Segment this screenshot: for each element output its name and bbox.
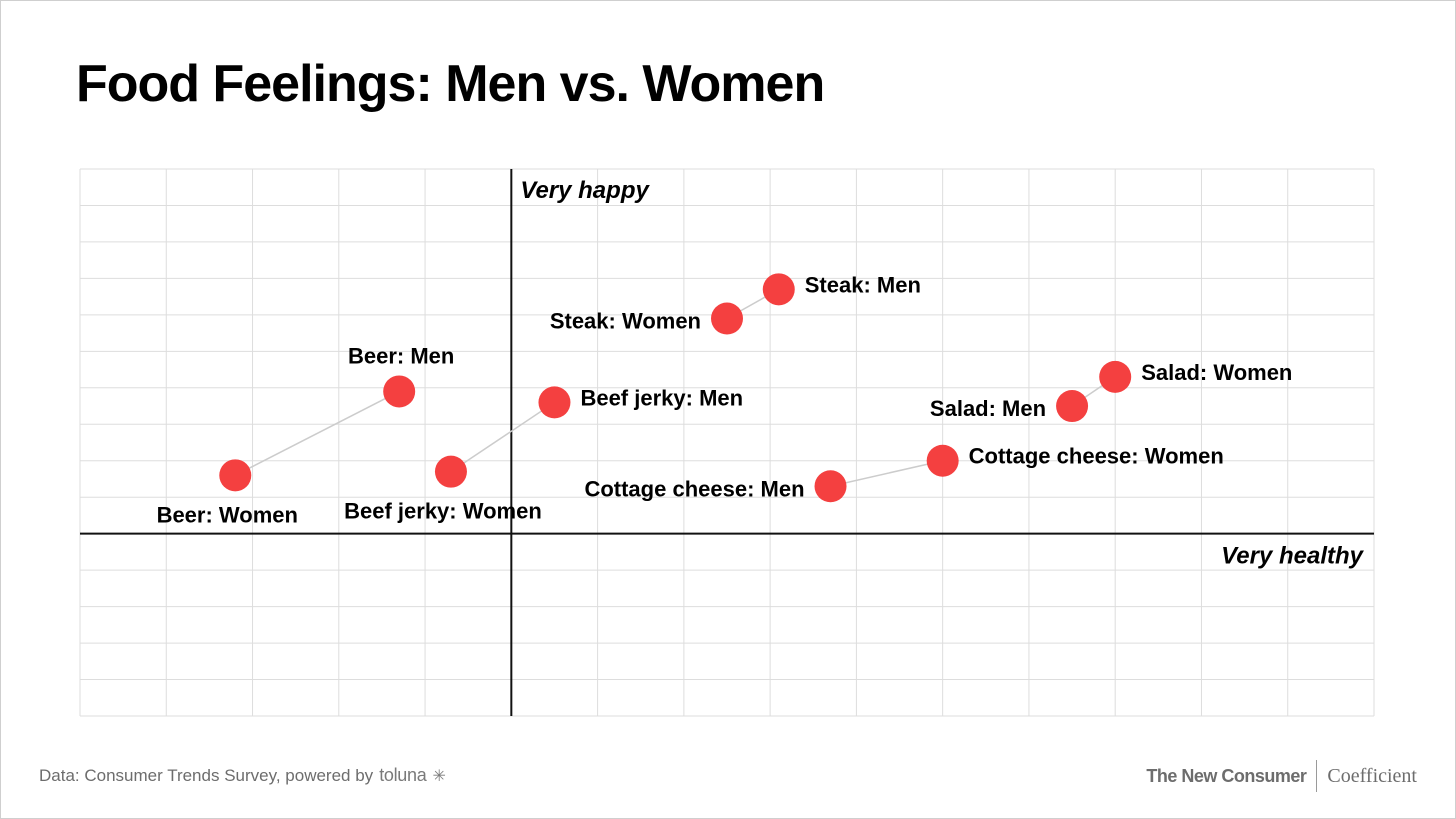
data-label: Steak: Men bbox=[805, 272, 921, 297]
connector-line bbox=[450, 401, 555, 473]
data-point bbox=[711, 302, 743, 335]
data-label: Beer: Men bbox=[348, 343, 454, 368]
data-point bbox=[538, 386, 571, 419]
connector-line bbox=[234, 390, 400, 476]
data-label: Beef jerky: Men bbox=[580, 385, 743, 410]
data-source-note: Data: Consumer Trends Survey, powered by… bbox=[39, 765, 446, 786]
brand-divider bbox=[1316, 760, 1318, 792]
data-label: Cottage cheese: Men bbox=[584, 476, 804, 501]
footer-brands: The New Consumer Coefficient bbox=[1146, 760, 1417, 792]
data-label: Salad: Women bbox=[1141, 360, 1292, 385]
data-label: Beef jerky: Women bbox=[344, 499, 542, 524]
data-source-text: Data: Consumer Trends Survey, powered by bbox=[39, 766, 374, 785]
data-point bbox=[219, 459, 252, 492]
the-new-consumer-logo: The New Consumer bbox=[1146, 765, 1307, 786]
connector-line bbox=[830, 460, 943, 487]
data-point bbox=[926, 444, 959, 477]
data-point bbox=[814, 470, 847, 503]
data-point bbox=[1056, 390, 1089, 423]
x-axis-label: Very healthy bbox=[1221, 543, 1364, 570]
data-label: Cottage cheese: Women bbox=[969, 444, 1224, 469]
y-axis-label: Very happy bbox=[520, 177, 650, 204]
asterisk-icon: ✳ bbox=[432, 768, 446, 785]
data-point bbox=[383, 375, 416, 408]
data-label: Salad: Men bbox=[930, 396, 1046, 421]
chart-title: Food Feelings: Men vs. Women bbox=[76, 55, 825, 113]
toluna-logo: toluna bbox=[379, 765, 427, 785]
data-label: Beer: Women bbox=[157, 502, 298, 527]
coefficient-logo: Coefficient bbox=[1327, 764, 1417, 787]
data-point bbox=[434, 455, 467, 488]
data-point bbox=[762, 273, 795, 306]
data-point bbox=[1099, 360, 1132, 393]
data-label: Steak: Women bbox=[550, 309, 701, 334]
